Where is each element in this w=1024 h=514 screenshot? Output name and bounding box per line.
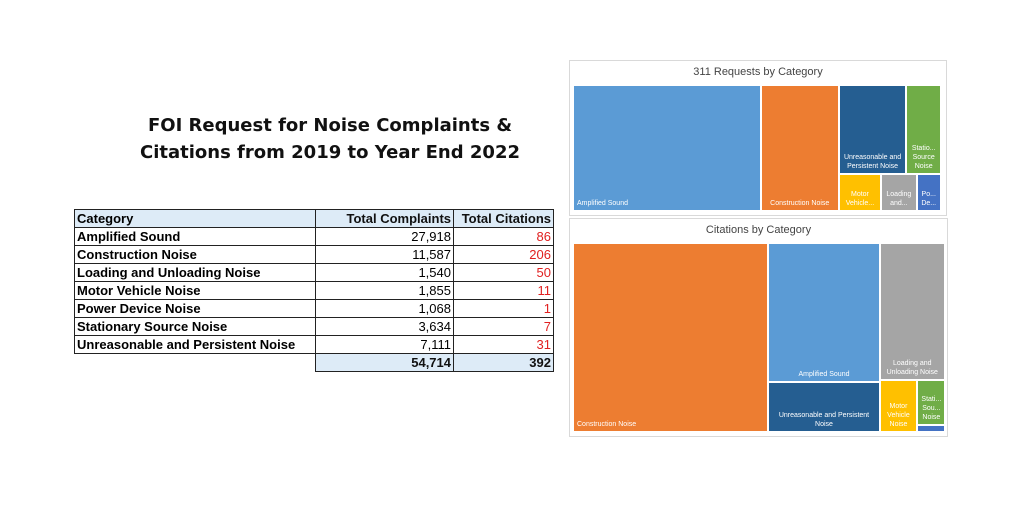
- chart-title: 311 Requests by Category: [693, 66, 823, 78]
- chart-panel: Citations by Category Construction Noise…: [569, 218, 948, 437]
- table-row: Amplified Sound 27,918 86: [74, 227, 554, 246]
- cell-label: Construction Noise: [770, 200, 830, 207]
- total-cell: 54,714: [315, 353, 454, 372]
- table-cell: 50: [453, 263, 554, 282]
- cell-label: Motor Vehicle Noise: [887, 402, 910, 428]
- table-cell: 1,855: [315, 281, 454, 300]
- totals-row: 54,714 392: [75, 353, 554, 372]
- chart-title: Citations by Category: [705, 224, 812, 236]
- cell-label: Construction Noise: [577, 421, 637, 428]
- treemap-cell: Unreasonable and Persistent Noise: [768, 381, 880, 432]
- total-cell: 392: [453, 353, 554, 372]
- treemap: Construction Noise Amplified Sound Unreaso…: [573, 243, 945, 432]
- table-cell: Loading and Unloading Noise: [74, 263, 316, 282]
- table-cell: 7: [453, 317, 554, 336]
- table-row: Stationary Source Noise 3,634 7: [74, 317, 554, 336]
- table-cell: 1,068: [315, 299, 454, 318]
- title-line: Citations from 2019 to Year End 2022: [139, 142, 520, 163]
- cell-label: Loading and...: [886, 190, 912, 207]
- cell-label: Unreasonable and Persistent Noise: [778, 411, 870, 428]
- table-cell: Unreasonable and Persistent Noise: [74, 335, 316, 354]
- title-line: FOI Request for Noise Complaints &: [147, 115, 513, 136]
- table-cell: 206: [453, 245, 554, 264]
- treemap: Amplified Sound Construction Noise Unreaso…: [573, 85, 941, 211]
- table-cell: 27,918: [315, 227, 454, 246]
- treemap-cell: Construction Noise: [573, 243, 769, 432]
- table-cell: 1: [453, 299, 554, 318]
- table-row: Loading and Unloading Noise 1,540 50: [74, 263, 554, 282]
- table-cell: 11,587: [315, 245, 454, 264]
- table-row: Motor Vehicle Noise 1,855 11: [74, 281, 554, 300]
- header-cell: Category: [74, 209, 316, 228]
- empty-cell: [75, 354, 316, 372]
- data-table: Category Total Complaints Total Citations A…: [74, 209, 554, 372]
- treemap-cell: Stati... Sou... Noise: [917, 379, 945, 426]
- header-row: Category Total Complaints Total Citations: [74, 209, 554, 228]
- treemap-cell: Statio... Source Noise: [906, 85, 941, 175]
- treemap-cell: Unreasonable and Persistent Noise: [838, 85, 907, 175]
- treemap-cell: [917, 425, 945, 432]
- table-row: Construction Noise 11,587 206: [74, 245, 554, 264]
- cell-label: Motor Vehicle...: [845, 190, 875, 207]
- table-cell: Power Device Noise: [74, 299, 316, 318]
- table-cell: 3,634: [315, 317, 454, 336]
- cell-label: Amplified Sound: [577, 200, 628, 207]
- header-cell: Total Citations: [453, 209, 554, 228]
- table-cell: 31: [453, 335, 554, 354]
- table-cell: 1,540: [315, 263, 454, 282]
- cell-label: Unreasonable and Persistent Noise: [843, 154, 902, 171]
- cell-label: Loading and Unloading Noise: [886, 359, 938, 376]
- table-cell: 86: [453, 227, 554, 246]
- table-row: Power Device Noise 1,068 1: [74, 299, 554, 318]
- cell-label: Statio... Source Noise: [911, 145, 936, 171]
- treemap-cell: Loading and Unloading Noise: [879, 243, 945, 380]
- cell-label: Amplified Sound: [798, 370, 850, 378]
- treemap-cell: Loading and...: [881, 174, 917, 211]
- cell-label: Po... De...: [921, 190, 937, 207]
- treemap-cell: Motor Vehicle...: [838, 174, 882, 211]
- table-cell: 7,111: [315, 335, 454, 354]
- table-cell: Construction Noise: [74, 245, 316, 264]
- table-cell: Stationary Source Noise: [74, 317, 316, 336]
- treemap-cell: Po... De...: [916, 174, 941, 211]
- table-row: Unreasonable and Persistent Noise 7,111 31: [74, 335, 554, 354]
- table-cell: Motor Vehicle Noise: [74, 281, 316, 300]
- treemap-cell: Construction Noise: [760, 85, 839, 211]
- treemap-cell: Motor Vehicle Noise: [879, 379, 918, 432]
- table-cell: 11: [453, 281, 554, 300]
- treemap-cell: Amplified Sound: [768, 243, 880, 382]
- chart-panel: 311 Requests by Category Amplified Sound…: [569, 60, 947, 216]
- table-cell: Amplified Sound: [74, 227, 316, 246]
- header-cell: Total Complaints: [315, 209, 454, 228]
- cell-label: Stati... Sou... Noise: [921, 396, 942, 422]
- treemap-cell: Amplified Sound: [573, 85, 761, 211]
- title: FOI Request for Noise Complaints & Citat…: [100, 112, 560, 166]
